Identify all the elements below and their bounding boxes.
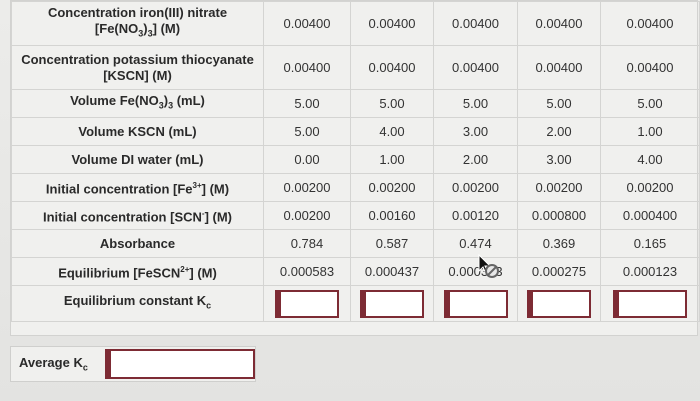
cell-value: 1.00 <box>350 145 434 174</box>
table-row: Concentration iron(III) nitrate [Fe(NO3)… <box>11 1 700 46</box>
table-row: Volume Fe(NO3)3 (mL) 5.00 5.00 5.00 5.00… <box>11 89 700 118</box>
kc-input-4[interactable] <box>527 289 591 318</box>
cell-value: 0.000583 <box>263 257 351 286</box>
cell-value: 0.784 <box>263 229 351 258</box>
cell-value: 0.00120 <box>433 201 518 230</box>
row-label-volume-fe: Volume Fe(NO3)3 (mL) <box>11 89 264 118</box>
cell-value: 2.00 <box>433 145 518 174</box>
cell-value: 5.00 <box>263 117 351 146</box>
cell-value: 0.00200 <box>600 173 700 202</box>
data-table-container: Concentration iron(III) nitrate [Fe(NO3)… <box>10 0 700 336</box>
cell-value: 0.00400 <box>350 1 434 46</box>
kc-input-cell <box>600 285 700 322</box>
kc-input-1[interactable] <box>275 289 339 318</box>
cell-value: 0.587 <box>350 229 434 258</box>
row-label-equilibrium-fescn: Equilibrium [FeSCN2+] (M) <box>11 257 264 286</box>
table-row: Initial concentration [SCN-] (M) 0.00200… <box>11 201 700 230</box>
kc-input-cell <box>263 285 351 322</box>
kc-input-cell <box>433 285 518 322</box>
row-label-kscn-conc: Concentration potassium thiocyanate [KSC… <box>11 45 264 90</box>
row-label-absorbance: Absorbance <box>11 229 264 258</box>
cell-value: 0.00400 <box>433 1 518 46</box>
cell-value: 0.00400 <box>600 45 700 90</box>
cell-value: 0.00400 <box>263 1 351 46</box>
cell-value: 0.369 <box>517 229 601 258</box>
not-allowed-cursor-icon <box>478 254 499 278</box>
cell-value: 5.00 <box>433 89 518 118</box>
kc-input-3[interactable] <box>443 289 508 318</box>
cell-value: 0.00200 <box>263 201 351 230</box>
cell-value: 0.00400 <box>517 1 601 46</box>
kc-input-2[interactable] <box>360 289 424 318</box>
table-row: Concentration potassium thiocyanate [KSC… <box>11 45 700 90</box>
data-table: Concentration iron(III) nitrate [Fe(NO3)… <box>11 1 700 322</box>
table-row: Equilibrium [FeSCN2+] (M) 0.000583 0.000… <box>11 257 700 286</box>
cell-value: 1.00 <box>600 117 700 146</box>
row-label-initial-fe: Initial concentration [Fe3+] (M) <box>11 173 264 202</box>
cell-value: 0.00200 <box>263 173 351 202</box>
cell-value: 4.00 <box>350 117 434 146</box>
table-row: Absorbance 0.784 0.587 0.474 0.369 0.165 <box>11 229 700 258</box>
cell-value: 0.00160 <box>350 201 434 230</box>
cell-value: 0.000123 <box>600 257 700 286</box>
cell-value: 0.000400 <box>600 201 700 230</box>
average-kc-label: Average Kc <box>19 355 88 373</box>
average-kc-row: Average Kc <box>10 346 256 382</box>
cell-value: 4.00 <box>600 145 700 174</box>
cell-value: 0.00400 <box>350 45 434 90</box>
row-label-equilibrium-constant: Equilibrium constant Kc <box>11 285 264 322</box>
cell-value: 0.00400 <box>517 45 601 90</box>
cell-value: 0.00200 <box>433 173 518 202</box>
cell-value: 3.00 <box>433 117 518 146</box>
table-row: Volume DI water (mL) 0.00 1.00 2.00 3.00… <box>11 145 700 174</box>
cell-value: 0.474 <box>433 229 518 258</box>
cell-value: 2.00 <box>517 117 601 146</box>
row-label-volume-kscn: Volume KSCN (mL) <box>11 117 264 146</box>
cell-value: 5.00 <box>517 89 601 118</box>
table-row: Volume KSCN (mL) 5.00 4.00 3.00 2.00 1.0… <box>11 117 700 146</box>
average-kc-input[interactable] <box>105 349 255 379</box>
table-row: Initial concentration [Fe3+] (M) 0.00200… <box>11 173 700 202</box>
cell-value: 3.00 <box>517 145 601 174</box>
cell-value: 0.00 <box>263 145 351 174</box>
cell-value: 5.00 <box>263 89 351 118</box>
cell-value: 0.000437 <box>350 257 434 286</box>
cell-value: 0.165 <box>600 229 700 258</box>
cell-value: 0.00400 <box>433 45 518 90</box>
kc-input-cell <box>350 285 434 322</box>
cell-value: 0.000275 <box>517 257 601 286</box>
cell-value: 0.000800 <box>517 201 601 230</box>
kc-input-5[interactable] <box>613 289 687 318</box>
cell-value: 5.00 <box>600 89 700 118</box>
table-row: Equilibrium constant Kc <box>11 285 700 322</box>
row-label-volume-water: Volume DI water (mL) <box>11 145 264 174</box>
cell-value: 5.00 <box>350 89 434 118</box>
row-label-fe-nitrate-conc: Concentration iron(III) nitrate [Fe(NO3)… <box>11 1 264 46</box>
cell-value: 0.00200 <box>517 173 601 202</box>
kc-input-cell <box>517 285 601 322</box>
cell-value: 0.00400 <box>263 45 351 90</box>
cell-value: 0.00400 <box>600 1 700 46</box>
row-label-initial-scn: Initial concentration [SCN-] (M) <box>11 201 264 230</box>
cell-value: 0.00200 <box>350 173 434 202</box>
